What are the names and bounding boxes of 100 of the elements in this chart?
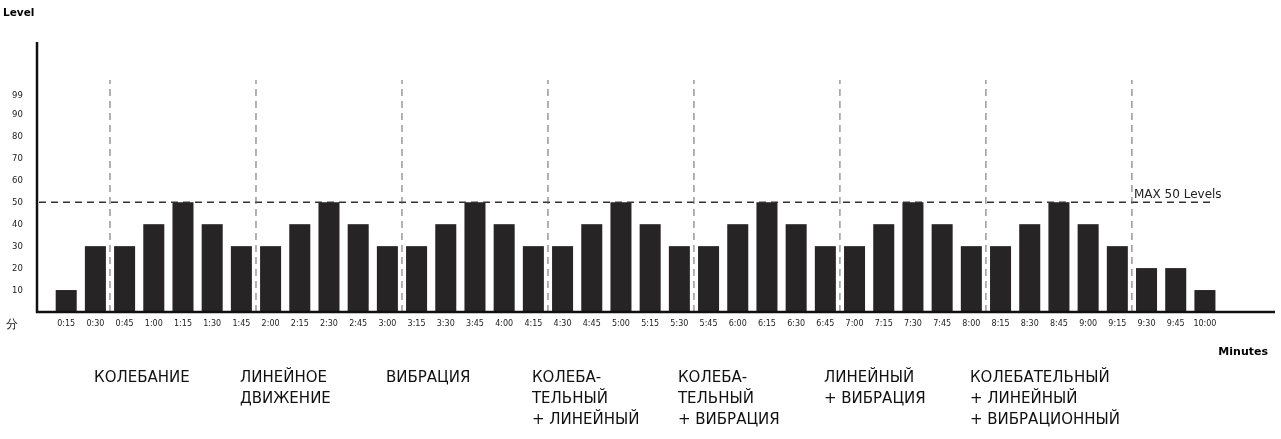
x-tick-label: 1:30	[203, 319, 222, 328]
text: КОЛЕБА- ТЕЛЬНЫЙ + ВИБРАЦИЯ	[676, 368, 780, 428]
y-tick-label: 70	[12, 153, 23, 164]
bar	[1077, 224, 1099, 312]
bar	[1136, 268, 1158, 312]
text: КОЛЕБАТЕЛЬНЫЙ + ЛИНЕЙНЫЙ + ВИБРАЦИОННЫЙ	[969, 367, 1121, 428]
bar	[552, 246, 574, 312]
bar	[844, 246, 866, 312]
ref-line-label: MAX 50 Levels	[1134, 187, 1222, 202]
x-tick-label: 7:00	[845, 319, 864, 328]
bar	[114, 246, 136, 312]
bar	[873, 224, 895, 312]
bar	[406, 246, 428, 312]
x-tick-label: 8:30	[1020, 319, 1039, 328]
bar	[201, 224, 223, 312]
x-tick-label: 1:00	[144, 319, 163, 328]
x-axis-title: Minutes	[1218, 345, 1269, 358]
y-tick-label: 99	[12, 89, 23, 100]
bar	[814, 246, 836, 312]
x-tick-label: 3:15	[407, 319, 426, 328]
x-tick-label: 7:15	[874, 319, 893, 328]
y-tick-label: 50	[12, 197, 23, 208]
x-tick-label: 4:45	[582, 319, 601, 328]
text: ЛИНЕЙНОЕ ДВИЖЕНИЕ	[239, 367, 331, 407]
bar	[727, 224, 749, 312]
x-tick-label: 0:30	[86, 319, 105, 328]
x-tick-label: 4:15	[524, 319, 543, 328]
bar	[493, 224, 515, 312]
x-tick-label: 6:30	[787, 319, 806, 328]
x-tick-label: 2:30	[320, 319, 338, 328]
bar	[1194, 290, 1216, 312]
x-tick-label: 8:15	[991, 319, 1010, 328]
y-tick-label: 10	[12, 285, 23, 296]
x-tick-label: 7:45	[933, 319, 952, 328]
text: ВИБРАЦИЯ	[385, 368, 471, 386]
x-tick-label: 3:00	[378, 319, 397, 328]
bar	[522, 246, 544, 312]
x-tick-label: 6:15	[757, 319, 776, 328]
x-tick-label: 2:00	[261, 319, 280, 328]
text: КОЛЕБАНИЕ	[94, 368, 190, 386]
x-tick-label: 5:15	[641, 319, 660, 328]
x-tick-label: 5:00	[611, 319, 630, 328]
bar	[84, 246, 106, 312]
text: КОЛЕБА- ТЕЛЬНЫЙ + ЛИНЕЙНЫЙ	[530, 368, 640, 428]
bar	[1165, 268, 1187, 312]
x-tick-label: 0:45	[115, 319, 134, 328]
bar	[1019, 224, 1041, 312]
x-tick-label: 6:45	[816, 319, 835, 328]
x-tick-label: 2:15	[290, 319, 309, 328]
x-tick-label: 7:30	[903, 319, 922, 328]
text: ЛИНЕЙНЫЙ + ВИБРАЦИЯ	[823, 367, 926, 407]
bar	[698, 246, 720, 312]
text: 分	[6, 317, 18, 331]
bar	[318, 202, 340, 312]
bar	[143, 224, 165, 312]
x-tick-label: 1:45	[232, 319, 251, 328]
x-tick-label: 3:45	[465, 319, 484, 328]
y-tick-label: 60	[12, 175, 23, 186]
x-tick-label: 4:30	[553, 319, 572, 328]
x-tick-label: 1:15	[174, 319, 192, 328]
x-tick-label: 6:00	[728, 319, 747, 328]
bar	[931, 224, 953, 312]
bar	[289, 224, 311, 312]
x-tick-label: 4:00	[495, 319, 514, 328]
bar	[1048, 202, 1070, 312]
bar	[668, 246, 690, 312]
bar	[260, 246, 282, 312]
bar	[1106, 246, 1128, 312]
x-tick-label: 5:30	[670, 319, 689, 328]
bar	[785, 224, 807, 312]
x-tick-label: 9:30	[1137, 319, 1156, 328]
bar	[347, 224, 369, 312]
bar	[610, 202, 632, 312]
bar	[435, 224, 457, 312]
y-tick-label: 20	[12, 263, 23, 274]
x-tick-label: 3:30	[436, 319, 455, 328]
bar	[464, 202, 486, 312]
x-tick-label: 2:45	[349, 319, 368, 328]
x-tick-label: 9:00	[1079, 319, 1098, 328]
bar	[960, 246, 982, 312]
bar	[55, 290, 77, 312]
y-tick-label: 80	[12, 131, 23, 142]
x-tick-label: 8:00	[962, 319, 981, 328]
bar	[172, 202, 194, 312]
x-tick-label: 10:00	[1193, 319, 1217, 328]
x-tick-label: 9:15	[1108, 319, 1127, 328]
y-tick-label: 30	[12, 241, 23, 252]
x-tick-label: 8:45	[1049, 319, 1068, 328]
x-tick-label: 0:15	[57, 319, 76, 328]
y-axis-title: Level	[3, 6, 35, 18]
y-tick-label: 40	[12, 219, 23, 230]
y-tick-label: 90	[12, 109, 23, 120]
bar	[376, 246, 398, 312]
bar	[756, 202, 778, 312]
bar	[639, 224, 661, 312]
x-tick-label: 5:45	[699, 319, 718, 328]
bar	[990, 246, 1012, 312]
x-tick-label: 9:45	[1166, 319, 1185, 328]
bar	[230, 246, 252, 312]
bar	[581, 224, 603, 312]
